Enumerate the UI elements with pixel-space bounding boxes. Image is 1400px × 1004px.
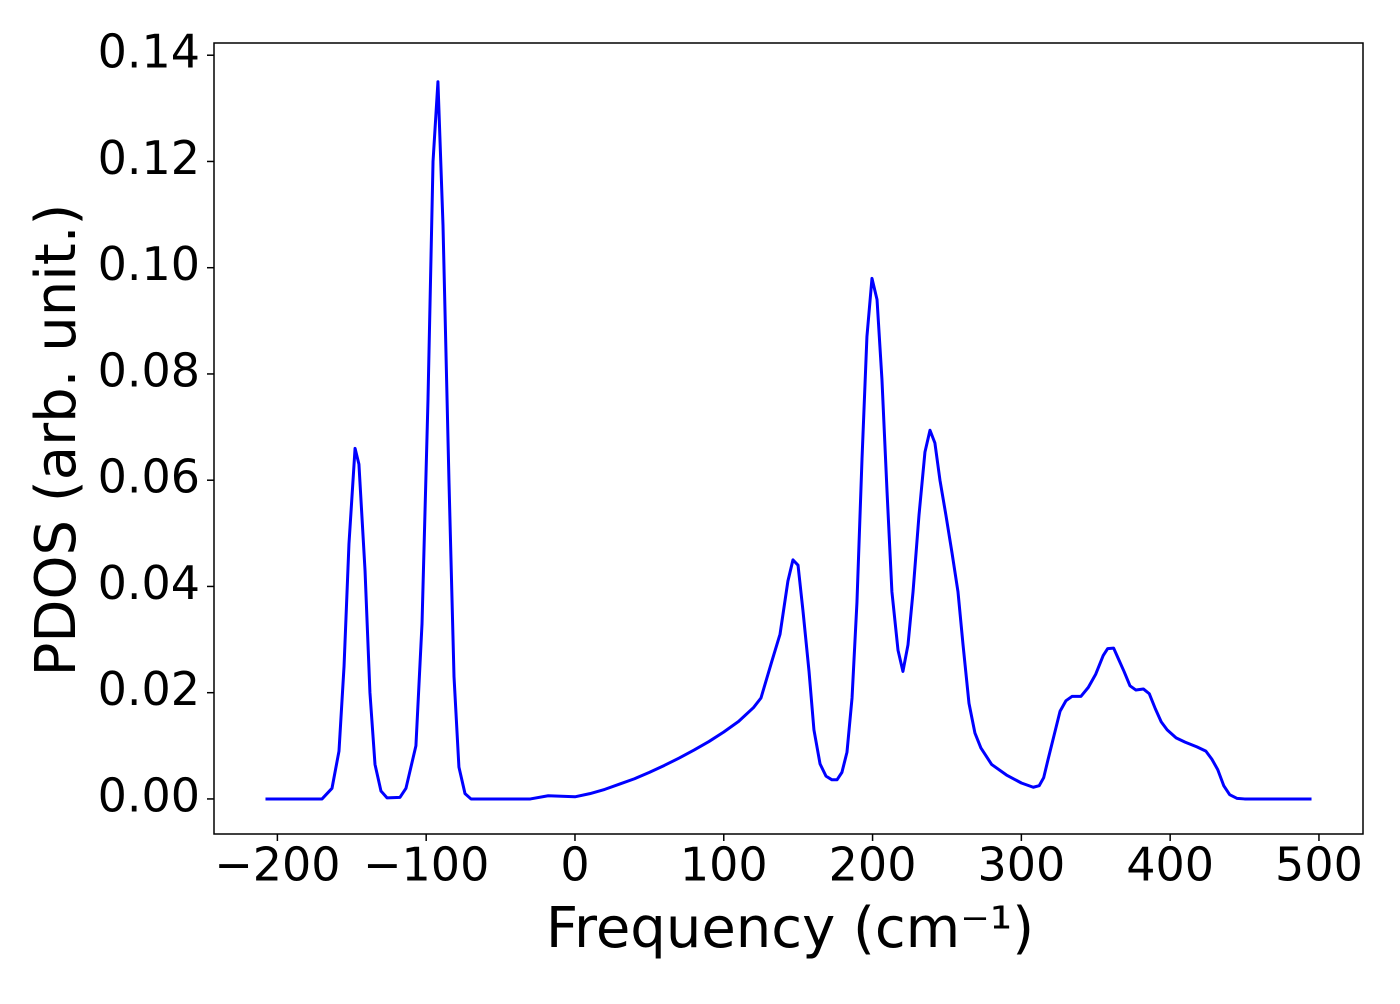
plot-frame xyxy=(213,42,1364,835)
y-tick-label: 0.10 xyxy=(98,237,200,291)
data-line xyxy=(265,80,1312,801)
x-tick-label: 300 xyxy=(977,838,1065,892)
x-tick-label: 200 xyxy=(829,838,917,892)
x-tick-label: 0 xyxy=(560,838,589,892)
y-tick-label: 0.08 xyxy=(98,343,200,397)
y-axis-label: PDOS (arb. unit.) xyxy=(24,204,89,677)
y-tick-label: 0.04 xyxy=(98,556,200,610)
y-tick-label: 0.06 xyxy=(98,450,200,504)
x-axis-label: Frequency (cm⁻¹) xyxy=(546,896,1034,961)
x-tick-label: 500 xyxy=(1275,838,1363,892)
x-tick-label: 400 xyxy=(1126,838,1214,892)
x-tick-label: −200 xyxy=(214,838,340,892)
y-tick-label: 0.00 xyxy=(98,768,200,822)
x-tick-label: 100 xyxy=(680,838,768,892)
y-tick-label: 0.02 xyxy=(98,662,200,716)
y-tick-label: 0.14 xyxy=(98,25,200,79)
y-tick-label: 0.12 xyxy=(98,131,200,185)
x-tick-label: −100 xyxy=(363,838,489,892)
